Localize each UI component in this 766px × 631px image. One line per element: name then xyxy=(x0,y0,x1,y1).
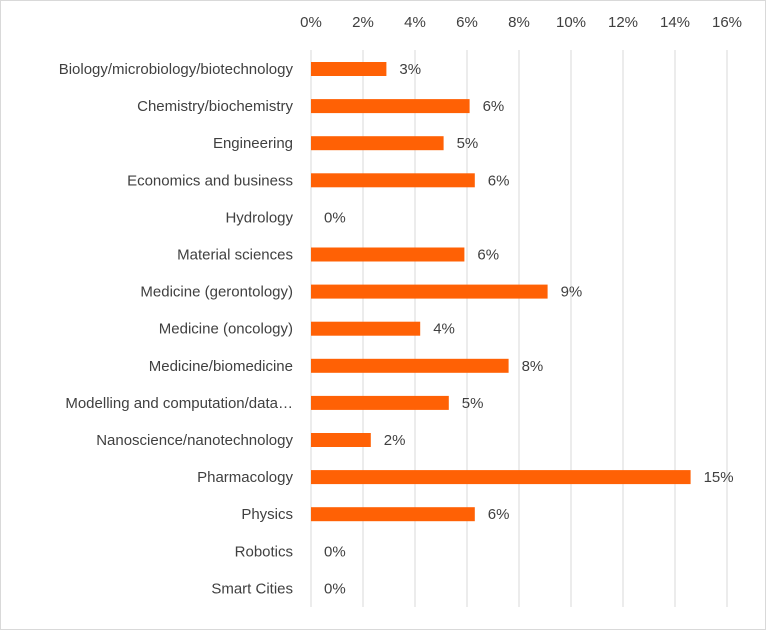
bar xyxy=(311,507,475,522)
data-label: 6% xyxy=(488,506,510,523)
category-label: Material sciences xyxy=(177,247,293,264)
category-label: Nanoscience/nanotechnology xyxy=(96,432,293,449)
x-tick-label: 4% xyxy=(404,14,426,31)
data-label: 3% xyxy=(399,61,421,78)
category-label: Modelling and computation/data… xyxy=(65,395,293,412)
bar xyxy=(311,470,691,485)
data-label: 8% xyxy=(522,358,544,375)
category-label: Hydrology xyxy=(225,209,293,226)
data-label: 5% xyxy=(457,135,479,152)
category-label: Medicine (oncology) xyxy=(159,321,293,338)
category-label: Medicine (gerontology) xyxy=(140,284,293,301)
bar xyxy=(311,433,371,447)
x-tick-label: 8% xyxy=(508,14,530,31)
data-label: 2% xyxy=(384,432,406,449)
x-tick-label: 10% xyxy=(556,14,586,31)
x-tick-label: 16% xyxy=(712,14,742,31)
x-tick-label: 6% xyxy=(456,14,478,31)
bar xyxy=(311,321,421,336)
data-label: 6% xyxy=(488,172,510,189)
category-label: Pharmacology xyxy=(197,469,293,486)
data-label: 5% xyxy=(462,395,484,412)
bar xyxy=(311,136,444,151)
category-label: Physics xyxy=(241,506,293,523)
category-label: Smart Cities xyxy=(211,580,293,597)
data-label: 0% xyxy=(324,209,346,226)
x-tick-label: 14% xyxy=(660,14,690,31)
data-label: 6% xyxy=(483,98,505,115)
category-labels: Biology/microbiology/biotechnology Chemis… xyxy=(59,61,294,597)
data-label: 0% xyxy=(324,580,346,597)
bar xyxy=(311,99,470,114)
x-axis-ticks: 0% 2% 4% 6% 8% 10% 12% 14% 16% xyxy=(300,14,742,31)
data-label: 6% xyxy=(477,247,499,264)
bar xyxy=(311,284,548,299)
bar xyxy=(311,395,449,410)
bar xyxy=(311,62,387,76)
x-tick-label: 12% xyxy=(608,14,638,31)
data-label: 9% xyxy=(561,284,583,301)
category-label: Economics and business xyxy=(127,172,293,189)
bars xyxy=(311,62,691,522)
category-label: Robotics xyxy=(235,543,293,560)
data-label: 0% xyxy=(324,543,346,560)
bar xyxy=(311,173,475,188)
category-label: Engineering xyxy=(213,135,293,152)
category-label: Biology/microbiology/biotechnology xyxy=(59,61,294,78)
data-label: 15% xyxy=(704,469,734,486)
x-tick-label: 2% xyxy=(352,14,374,31)
x-tick-label: 0% xyxy=(300,14,322,31)
data-labels: 3% 6% 5% 6% 0% 6% 9% 4% 8% 5% 2% 15% 6% 0% 0% xyxy=(324,61,734,597)
bar xyxy=(311,358,509,373)
category-label: Chemistry/biochemistry xyxy=(137,98,293,115)
data-label: 4% xyxy=(433,321,455,338)
category-label: Medicine/biomedicine xyxy=(149,358,293,375)
bar xyxy=(311,247,465,262)
